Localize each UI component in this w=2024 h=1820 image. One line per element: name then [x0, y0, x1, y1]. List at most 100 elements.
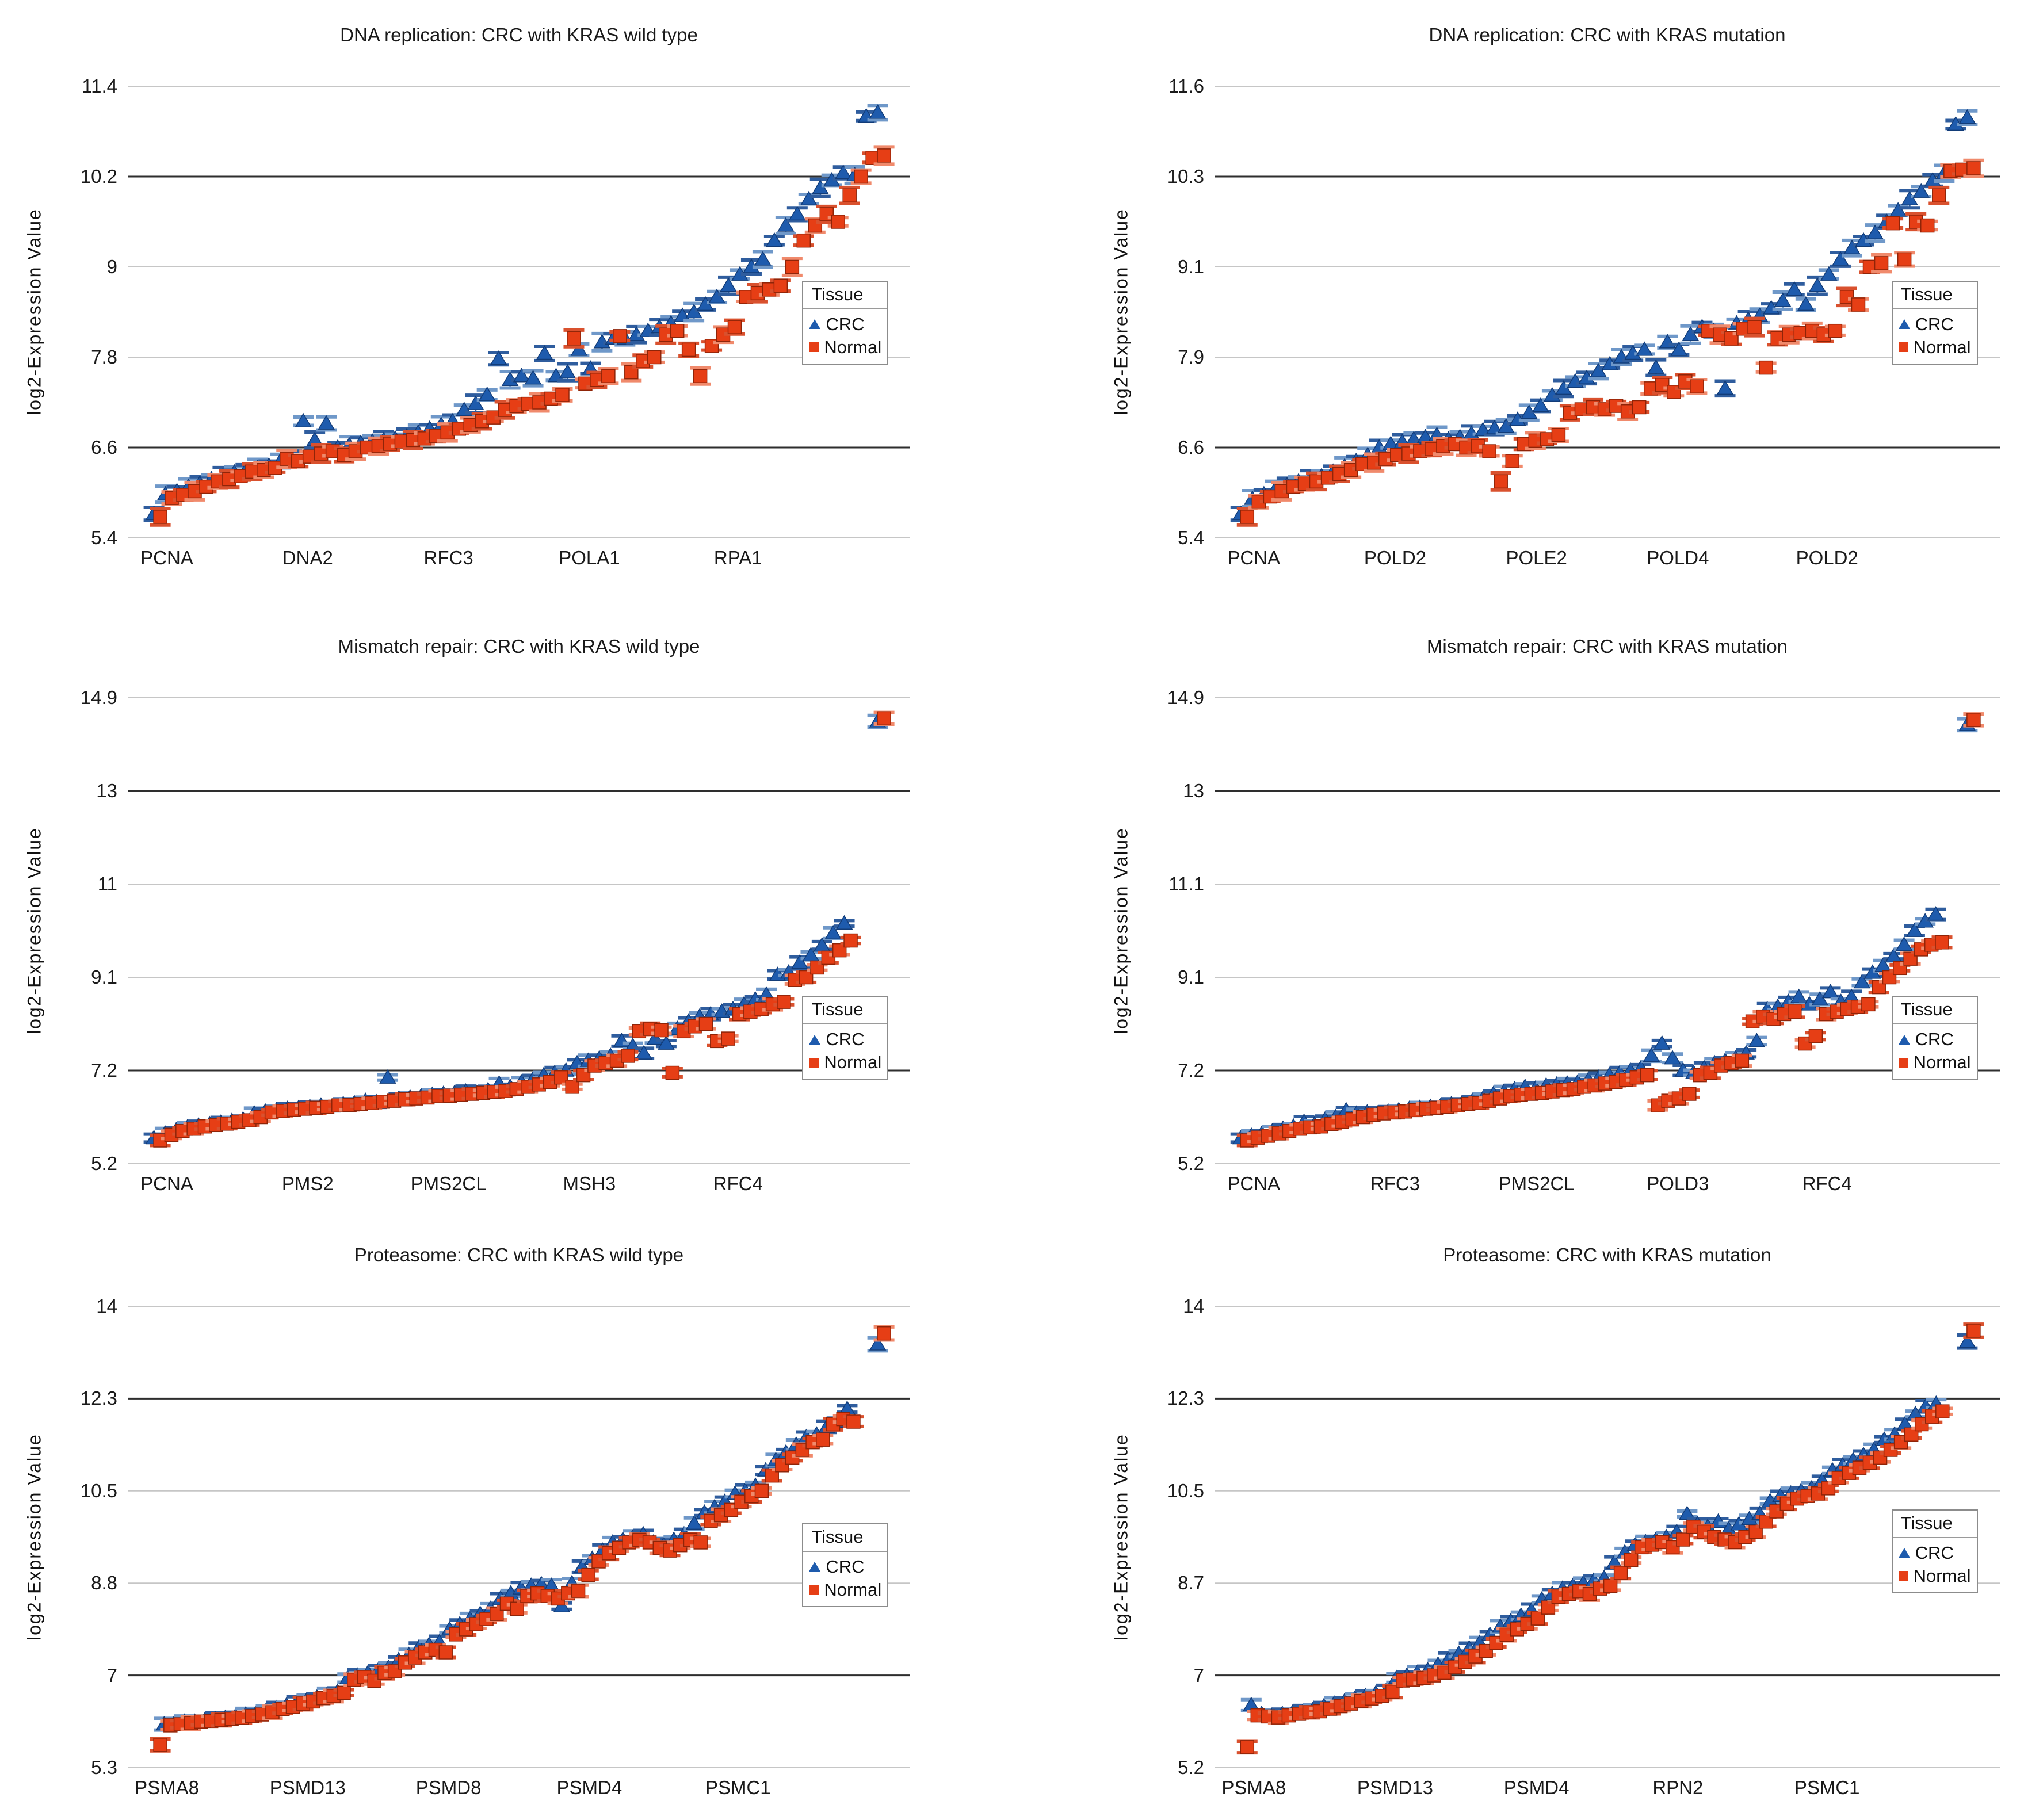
normal-square-icon — [1898, 1057, 1908, 1068]
x-tick-label: PMS2CL — [410, 1173, 487, 1194]
legend-box: Tissue CRC Normal — [1891, 280, 1978, 365]
chart-title: DNA replication: CRC with KRAS mutation — [1429, 24, 1786, 45]
y-tick-label: 10.2 — [80, 166, 117, 187]
legend-item-crc: CRC — [1898, 1542, 1971, 1565]
plot-area — [1215, 86, 2000, 538]
normal-point — [698, 1016, 713, 1031]
normal-point — [510, 1601, 524, 1616]
normal-square-icon — [1898, 342, 1908, 353]
normal-point — [832, 943, 847, 958]
normal-point — [647, 350, 662, 365]
crc-point — [379, 1069, 396, 1084]
legend-body: CRC Normal — [803, 1024, 887, 1079]
normal-point — [1920, 218, 1935, 233]
legend-item-normal: Normal — [1898, 1051, 1971, 1074]
x-tick-label: MSH3 — [563, 1173, 616, 1194]
y-tick-label: 5.2 — [1178, 1153, 1204, 1174]
crc-point — [754, 251, 772, 266]
series-crc-points — [143, 713, 888, 1145]
normal-point — [1682, 1087, 1697, 1101]
normal-point — [554, 1070, 568, 1085]
legend-body: CRC Normal — [803, 1552, 887, 1606]
legend-box: Tissue CRC Normal — [802, 996, 889, 1080]
normal-point — [693, 369, 708, 383]
y-tick-label: 5.3 — [91, 1757, 117, 1778]
normal-point — [1966, 1324, 1981, 1338]
y-tick-label: 9 — [106, 256, 117, 277]
legend-body: CRC Normal — [1893, 1024, 1977, 1079]
crc-point — [1843, 239, 1861, 255]
x-tick-label: RFC3 — [423, 547, 473, 568]
x-tick-label: POLD4 — [1647, 547, 1709, 568]
x-tick-label: RPN2 — [1652, 1777, 1704, 1798]
normal-point — [571, 1584, 586, 1598]
legend-item-crc: CRC — [809, 313, 881, 336]
normal-point — [1494, 474, 1508, 489]
crc-point — [1748, 1033, 1766, 1047]
legend-label: Normal — [824, 1579, 882, 1600]
normal-square-icon — [1898, 1571, 1908, 1581]
normal-point — [777, 995, 791, 1009]
normal-point — [877, 148, 891, 163]
normal-point — [1748, 1524, 1763, 1539]
chart-title: Mismatch repair: CRC with KRAS mutation — [1426, 636, 1788, 657]
crc-point — [658, 1035, 675, 1050]
y-tick-label: 13 — [1183, 780, 1204, 801]
series-normal-points — [1236, 158, 1984, 527]
plot-area — [128, 697, 910, 1164]
normal-point — [565, 1080, 579, 1094]
x-tick-label: PSMD13 — [269, 1777, 346, 1798]
x-tick-label: POLE2 — [1506, 547, 1567, 568]
x-tick-label: PSMA8 — [135, 1777, 199, 1798]
crc-point — [524, 370, 542, 385]
crc-point — [800, 190, 818, 205]
normal-point — [567, 331, 581, 346]
x-tick-label: RFC4 — [713, 1173, 763, 1194]
y-tick-label: 5.4 — [1178, 527, 1204, 548]
x-tick-label: PSMD8 — [415, 1777, 482, 1798]
chart-panel-2: DNA replication: CRC with KRAS mutation l… — [1012, 0, 2024, 607]
normal-point — [555, 388, 570, 402]
y-tick-label: 14 — [96, 1295, 117, 1317]
y-tick-label: 8.8 — [91, 1572, 117, 1594]
y-tick-label: 5.2 — [91, 1153, 117, 1174]
y-tick-label: 9.1 — [1178, 966, 1204, 988]
y-tick-label: 11 — [97, 873, 117, 894]
crc-point — [1636, 341, 1653, 356]
crc-triangle-icon — [809, 319, 821, 330]
legend-box: Tissue CRC Normal — [802, 1523, 889, 1607]
series-normal-points — [1236, 1322, 1984, 1755]
crc-point — [1853, 974, 1871, 989]
crc-triangle-icon — [809, 1034, 821, 1045]
y-tick-label: 11.1 — [1168, 873, 1204, 894]
x-tick-label: POLD3 — [1647, 1173, 1709, 1194]
chart-title: DNA replication: CRC with KRAS wild type — [340, 24, 698, 45]
x-tick-label: PMS2CL — [1498, 1173, 1575, 1194]
crc-point — [869, 104, 887, 119]
crc-point — [478, 386, 496, 402]
legend-title: Tissue — [1892, 1511, 1977, 1538]
normal-point — [1872, 980, 1886, 995]
normal-point — [1759, 1515, 1773, 1529]
y-tick-label: 11.4 — [82, 75, 117, 97]
y-tick-label: 13 — [96, 780, 117, 801]
series-normal-points — [150, 145, 895, 527]
chart-panel-5: Proteasome: CRC with KRAS wild type log2-… — [0, 1214, 1012, 1820]
series-normal-points — [150, 710, 895, 1148]
x-tick-label: PCNA — [140, 1173, 193, 1194]
normal-point — [773, 278, 788, 293]
series-crc-points — [154, 1336, 888, 1732]
x-tick-label: PSMA8 — [1221, 1777, 1286, 1798]
normal-point — [621, 1049, 635, 1063]
normal-point — [654, 1023, 669, 1038]
legend-item-crc: CRC — [1898, 1028, 1971, 1051]
normal-point — [693, 1535, 708, 1550]
normal-point — [613, 329, 627, 343]
y-tick-label: 12.3 — [1167, 1387, 1204, 1409]
y-tick-label: 7 — [106, 1664, 117, 1686]
normal-point — [153, 510, 167, 524]
crc-point — [834, 164, 852, 179]
y-tick-label: 6.6 — [91, 437, 117, 458]
chart-title: Mismatch repair: CRC with KRAS wild type — [338, 636, 700, 657]
crc-point — [1682, 326, 1700, 341]
